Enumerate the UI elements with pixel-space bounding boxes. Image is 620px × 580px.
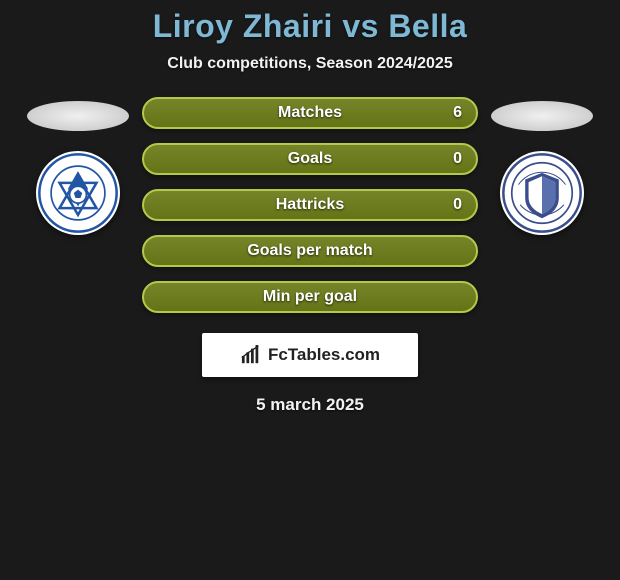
kiryat-shmona-icon (500, 151, 584, 235)
bar-chart-icon (240, 345, 262, 365)
left-club-logo (36, 151, 120, 235)
right-club-logo (500, 151, 584, 235)
right-player-column (482, 97, 602, 235)
watermark-text: FcTables.com (268, 345, 380, 365)
stat-label: Min per goal (263, 288, 357, 306)
stat-value: 6 (453, 104, 462, 122)
stat-bar-goals: Goals 0 (142, 143, 478, 175)
root-container: Liroy Zhairi vs Bella Club competitions,… (0, 0, 620, 415)
footer-date: 5 march 2025 (256, 395, 364, 415)
stat-label: Matches (278, 104, 342, 122)
stat-bar-goals-per-match: Goals per match (142, 235, 478, 267)
stat-value: 0 (453, 150, 462, 168)
stat-bar-matches: Matches 6 (142, 97, 478, 129)
right-player-avatar-placeholder (491, 101, 593, 131)
stat-bar-hattricks: Hattricks 0 (142, 189, 478, 221)
page-title: Liroy Zhairi vs Bella (153, 8, 468, 45)
main-row: Matches 6 Goals 0 Hattricks 0 Goals per … (0, 97, 620, 313)
stat-bar-min-per-goal: Min per goal (142, 281, 478, 313)
page-subtitle: Club competitions, Season 2024/2025 (167, 55, 452, 73)
stat-label: Hattricks (276, 196, 344, 214)
left-player-avatar-placeholder (27, 101, 129, 131)
stat-label: Goals per match (247, 242, 372, 260)
stat-label: Goals (288, 150, 332, 168)
stat-value: 0 (453, 196, 462, 214)
stats-column: Matches 6 Goals 0 Hattricks 0 Goals per … (138, 97, 482, 313)
maccabi-petach-tikva-icon (36, 151, 120, 235)
left-player-column (18, 97, 138, 235)
watermark-badge[interactable]: FcTables.com (202, 333, 418, 377)
